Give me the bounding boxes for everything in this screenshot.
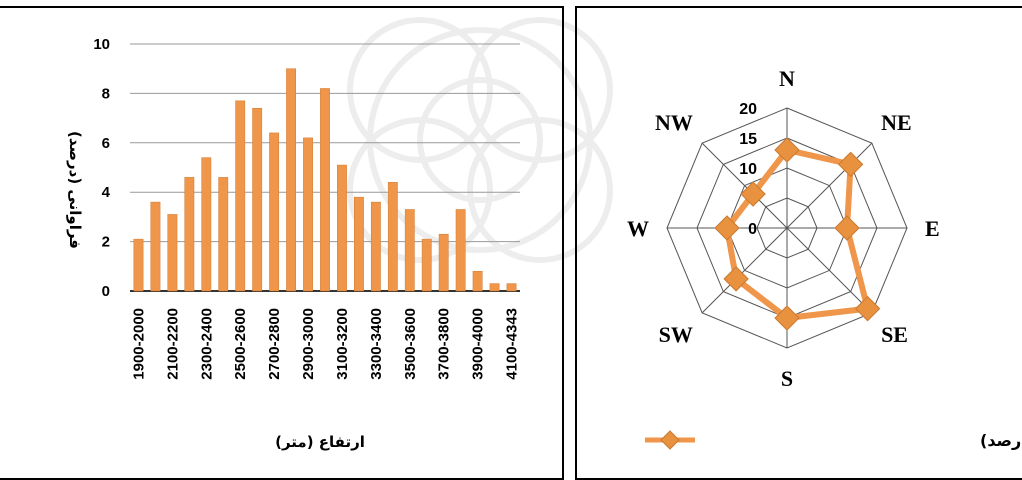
radar-marker-W: [714, 215, 740, 241]
x-tick-label: 3500-3600: [402, 308, 419, 380]
bar-2000-2100: [150, 201, 161, 292]
bar-2500-2600: [235, 100, 246, 292]
x-tick-label: 2700-2800: [266, 308, 283, 380]
bar-2300-2400: [201, 157, 212, 292]
bar-1900-2000: [133, 238, 144, 292]
radar-r-tick: 20: [739, 101, 757, 118]
radar-r-tick: 10: [739, 161, 757, 178]
radar-marker-S: [774, 305, 800, 331]
y-tick-label: 2: [102, 234, 110, 251]
y-tick-label: 0: [102, 283, 110, 300]
x-tick-labels: 1900-2000 2100-2200 2300-2400 2500-2600 2700…: [130, 308, 520, 380]
radar-spoke: [701, 142, 788, 229]
y-tick-label: 10: [93, 36, 110, 53]
bar-3600-3700: [421, 238, 432, 292]
radar-marker-NW: [740, 181, 766, 207]
direction-label-SW: SW: [659, 322, 693, 347]
x-tick-label: 3700-3800: [436, 308, 453, 380]
direction-label-NE: NE: [881, 110, 912, 135]
bar-2700-2800: [269, 132, 280, 292]
x-axis-title: ارتفاع (متر): [275, 433, 365, 451]
x-tick-label: 3900-4000: [470, 308, 487, 380]
bar-2900-3000: [303, 137, 313, 292]
direction-label-SE: SE: [881, 322, 908, 347]
direction-label-E: E: [925, 216, 940, 241]
bar-2200-2300: [184, 177, 195, 292]
bar-3200-3300: [354, 196, 364, 292]
x-tick-label: 2100-2200: [164, 308, 181, 380]
bar-2800-2900: [286, 68, 297, 292]
x-tick-label: 2300-2400: [198, 308, 215, 380]
radar-r-tick: 0: [748, 221, 757, 238]
x-tick-label: 3300-3400: [368, 308, 385, 380]
radar-spokes: [667, 108, 907, 348]
radar-marker-SE: [854, 295, 881, 322]
bar-3800-3900: [455, 209, 466, 292]
bar-series: [133, 68, 517, 292]
watermark-rosette: [347, 17, 613, 263]
bar-3700-3800: [438, 233, 449, 292]
bar-3300-3400: [370, 201, 381, 292]
bar-2100-2200: [167, 214, 178, 292]
radar-marker-E: [834, 215, 860, 241]
bar-3100-3200: [337, 164, 347, 292]
radar-series: [714, 137, 881, 331]
direction-label-S: S: [781, 366, 793, 391]
bar-4000-4100: [489, 283, 500, 292]
bar-3500-3600: [404, 209, 415, 292]
x-tick-label: 4100-4343: [504, 308, 521, 380]
direction-label-W: W: [627, 216, 649, 241]
y-axis-title: فراوانی (درصد): [66, 131, 84, 249]
radar-marker-N: [774, 137, 800, 163]
radar-spoke: [786, 227, 873, 314]
bar-2400-2500: [218, 177, 229, 292]
radar-marker-SW: [723, 266, 749, 292]
legend-label: فراوانی سیرک (به درصد): [980, 431, 1022, 450]
legend: فراوانی سیرک (به درصد): [645, 430, 1022, 450]
bar-3000-3100: [320, 88, 330, 292]
bar-2600-2700: [252, 107, 263, 292]
bar-chart: 0 2 4 6 8 10 1900-2000 2100-2200 2300-2400 2500-…: [66, 36, 521, 451]
legend-marker: [660, 430, 680, 450]
radar-spoke: [786, 142, 873, 229]
radar-direction-labels: N NE E SE S SW W NW: [627, 66, 940, 391]
y-tick-label: 8: [102, 85, 110, 102]
radar-marker-NE: [837, 151, 864, 178]
y-tick-labels: 0 2 4 6 8 10: [93, 36, 110, 300]
x-tick-label: 3100-3200: [334, 308, 351, 380]
direction-label-N: N: [779, 66, 795, 91]
x-tick-label: 2900-3000: [300, 308, 317, 380]
bar-3400-3500: [387, 182, 398, 292]
bar-4100-4343: [506, 283, 517, 292]
direction-label-NW: NW: [655, 110, 693, 135]
x-tick-label: 1900-2000: [130, 308, 147, 380]
radar-r-tick: 15: [739, 131, 757, 148]
radar-spoke: [701, 227, 788, 314]
bar-3900-4000: [472, 270, 483, 292]
y-tick-label: 4: [102, 184, 111, 201]
y-tick-label: 6: [102, 135, 110, 152]
x-tick-label: 2500-2600: [232, 308, 249, 380]
